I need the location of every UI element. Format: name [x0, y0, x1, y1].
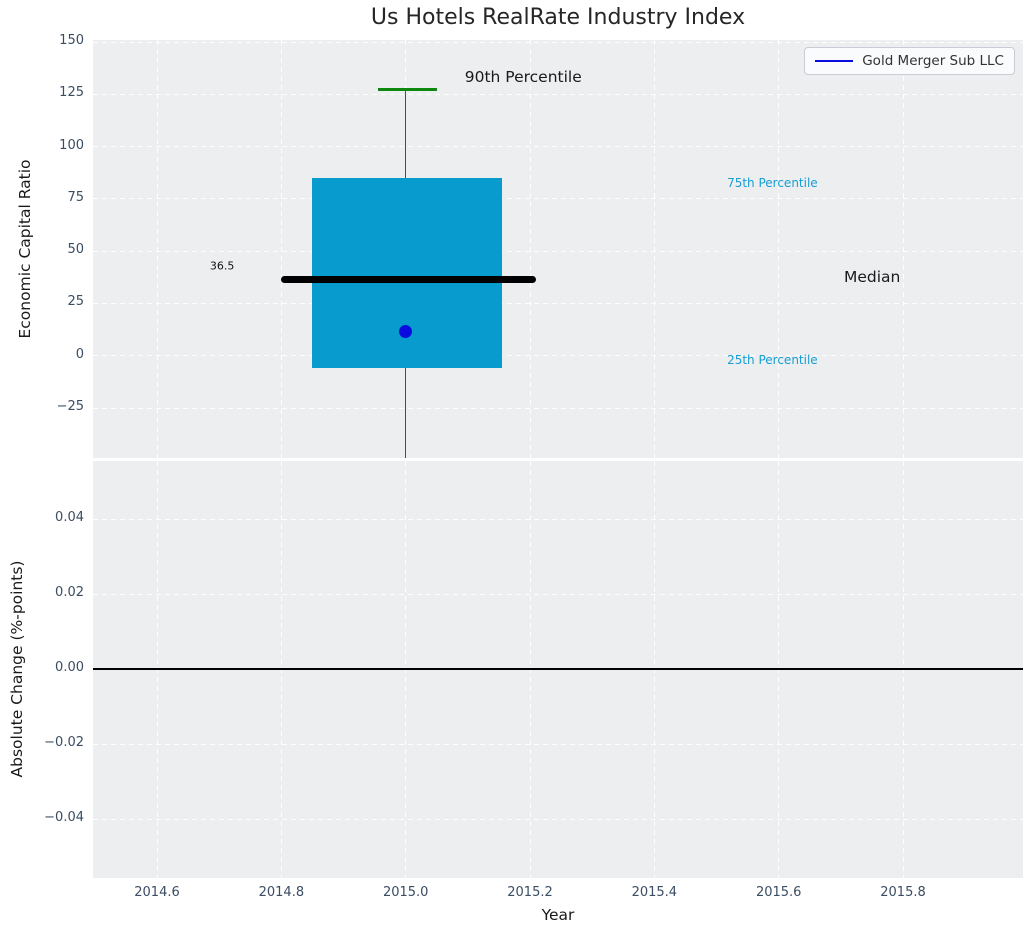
x-tick-label: 2014.8: [258, 885, 305, 900]
grid-line-horizontal: [93, 146, 1023, 148]
y-tick-label: 150: [59, 33, 84, 49]
x-tick-label: 2015.4: [631, 885, 678, 900]
grid-line-horizontal: [93, 250, 1023, 252]
grid-line-horizontal: [93, 41, 1023, 43]
grid-line-horizontal: [93, 743, 1023, 745]
y-tick-label: −0.04: [44, 810, 84, 826]
annotation-p75-label: 75th Percentile: [727, 176, 818, 191]
y-tick-label: 75: [67, 189, 84, 205]
grid-line-horizontal: [93, 593, 1023, 595]
grid-line-horizontal: [93, 93, 1023, 95]
y-tick-label: 0.00: [55, 660, 84, 676]
whisker-cap-90th: [377, 87, 438, 91]
legend: Gold Merger Sub LLC: [804, 47, 1015, 75]
x-axis-label: Year: [541, 906, 575, 924]
annotation-median-value-label: 36.5: [209, 259, 235, 273]
grid-line-vertical: [156, 40, 158, 458]
box-rect: [312, 178, 503, 369]
y-tick-label: 0.02: [55, 585, 84, 601]
grid-line-horizontal: [93, 302, 1023, 304]
legend-line-sample: [815, 59, 854, 63]
data-point-marker: [399, 325, 413, 339]
grid-line-horizontal: [93, 198, 1023, 200]
annotation-p90-label: 90th Percentile: [464, 67, 582, 86]
y-tick-label: 0: [75, 346, 84, 362]
grid-line-vertical: [902, 40, 904, 458]
x-tick-label: 2015.2: [507, 885, 553, 900]
grid-line-vertical: [280, 40, 282, 458]
y-tick-label: 100: [59, 137, 84, 153]
legend-label: Gold Merger Sub LLC: [862, 53, 1004, 69]
median-line: [281, 275, 537, 283]
x-tick-label: 2014.6: [134, 885, 180, 900]
annotation-median-label: Median: [843, 268, 901, 287]
grid-line-horizontal: [93, 407, 1023, 409]
y-tick-label: 125: [59, 85, 84, 101]
x-tick-label: 2015.8: [880, 885, 926, 900]
grid-line-vertical: [653, 40, 655, 458]
y-tick-label: −25: [56, 399, 84, 415]
annotation-p25-label: 25th Percentile: [727, 352, 818, 367]
grid-line-horizontal: [93, 355, 1023, 357]
grid-line-vertical: [529, 40, 531, 458]
grid-line-horizontal: [93, 518, 1023, 520]
zero-line: [93, 668, 1023, 671]
grid-line-vertical: [778, 40, 780, 458]
grid-line-horizontal: [93, 818, 1023, 820]
y-tick-label: 25: [67, 294, 84, 310]
top-axes: [93, 40, 1023, 458]
y-tick-label: 0.04: [55, 510, 84, 526]
y-tick-label: 50: [67, 242, 84, 258]
x-tick-label: 2015.6: [755, 885, 802, 900]
y-tick-label: −0.02: [44, 735, 84, 751]
x-tick-label: 2015.0: [382, 885, 429, 900]
chart-title: Us Hotels RealRate Industry Index: [370, 5, 746, 30]
